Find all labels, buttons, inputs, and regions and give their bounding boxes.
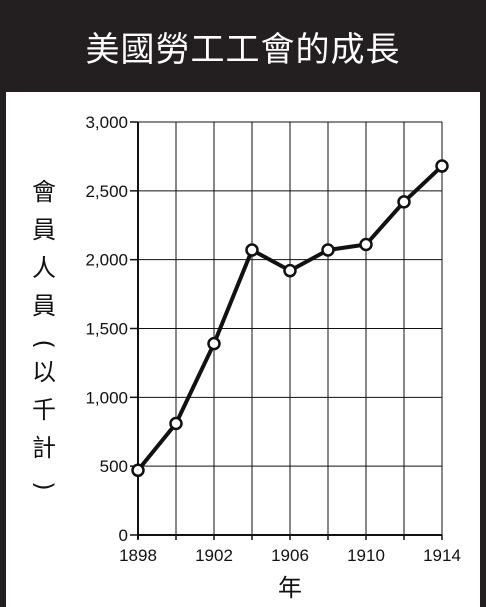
data-point bbox=[435, 159, 449, 173]
data-point bbox=[131, 463, 145, 478]
grid bbox=[137, 121, 443, 536]
y-axis-title-char: 員 bbox=[32, 292, 56, 320]
x-tick-label: 1906 bbox=[271, 546, 309, 565]
y-axis-title-char: 員 bbox=[32, 216, 56, 244]
y-tick-label: 1,500 bbox=[85, 320, 128, 339]
y-axis-title-char: 以 bbox=[32, 358, 56, 386]
data-point bbox=[245, 243, 259, 257]
data-point bbox=[283, 263, 297, 278]
y-axis-title-char: 計 bbox=[32, 434, 56, 462]
x-tick-label: 1898 bbox=[119, 546, 157, 565]
x-tick-labels: 1898 1902 1906 1910 1914 bbox=[119, 546, 461, 565]
y-axis-title-char: 會 bbox=[32, 178, 56, 206]
y-tick-label: 0 bbox=[119, 526, 128, 545]
y-tick-label: 2,000 bbox=[85, 251, 128, 270]
y-axis-title-char: 千 bbox=[32, 396, 56, 424]
y-tick-labels: 0 500 1,000 1,500 2,000 2,500 3,000 bbox=[85, 113, 128, 545]
series-points bbox=[131, 159, 449, 478]
chart-title: 美國勞工工會的成長 bbox=[85, 29, 401, 70]
chart-title-bar: 美國勞工工會的成長 bbox=[0, 0, 486, 92]
data-point bbox=[397, 195, 411, 209]
x-tick-label: 1902 bbox=[195, 546, 233, 565]
y-tick-label: 2,500 bbox=[85, 182, 128, 201]
x-tick-label: 1910 bbox=[347, 546, 385, 565]
x-axis-title: 年 bbox=[278, 574, 302, 602]
y-tick-label: 3,000 bbox=[85, 113, 128, 132]
axes bbox=[130, 121, 443, 540]
frame-left-border bbox=[0, 92, 6, 607]
y-axis-title-char: 人 bbox=[32, 254, 56, 282]
y-tick-label: 500 bbox=[100, 457, 128, 476]
x-tick-label: 1914 bbox=[423, 546, 461, 565]
y-axis-title-char: ) bbox=[30, 481, 58, 490]
y-axis-title-char: ( bbox=[30, 339, 58, 348]
data-point bbox=[321, 243, 335, 257]
frame-right-border bbox=[480, 92, 486, 607]
y-tick-label: 1,000 bbox=[85, 388, 128, 407]
data-point bbox=[359, 237, 373, 252]
data-point bbox=[169, 416, 183, 431]
data-point bbox=[207, 336, 221, 351]
